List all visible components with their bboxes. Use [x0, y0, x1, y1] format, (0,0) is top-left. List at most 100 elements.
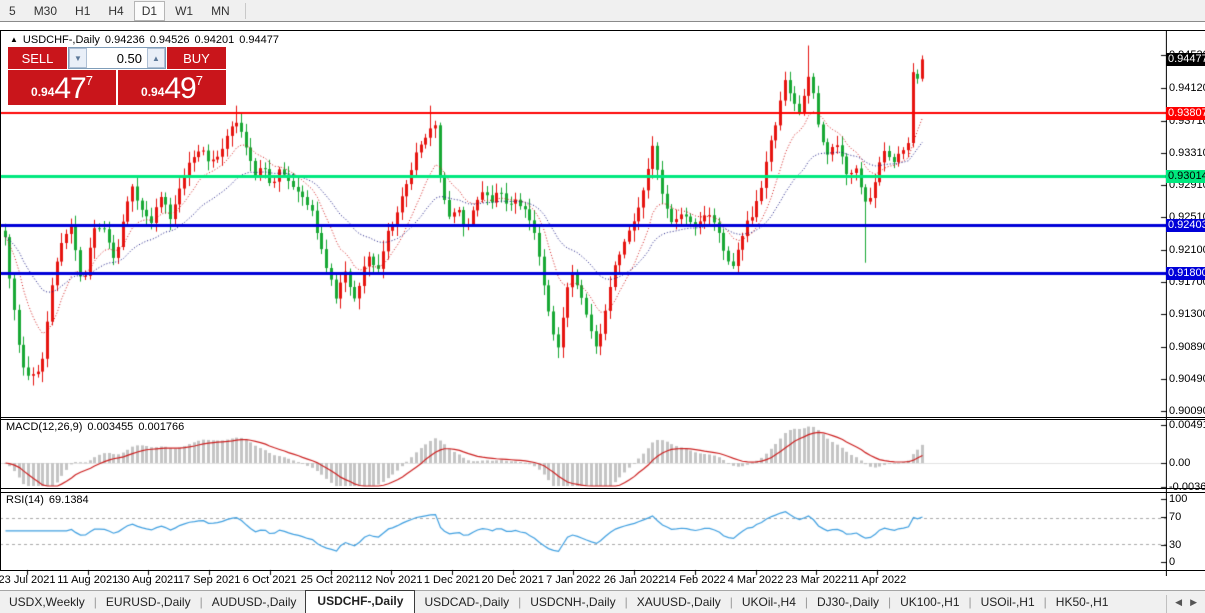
chart-title: ▲ USDCHF-,Daily 0.94236 0.94526 0.94201 … [10, 34, 279, 46]
date-label: 7 Jan 2022 [546, 574, 601, 586]
tab-usdchf-daily[interactable]: USDCHF-,Daily [305, 590, 416, 613]
chart-tab-bar: USDX,Weekly | EURUSD-,Daily | AUDUSD-,Daily U… [0, 590, 1205, 613]
tab-separator: | [804, 595, 808, 609]
date-label: 11 Aug 2021 [57, 574, 119, 586]
date-label: 6 Oct 2021 [242, 574, 297, 586]
tab-dj30-daily[interactable]: DJ30-,Daily [817, 595, 880, 609]
buy-price-big: 49 [164, 72, 196, 105]
timeframe-button-d1[interactable]: D1 [133, 0, 166, 21]
ohlc-high: 0.94526 [149, 34, 190, 46]
date-axis: 23 Jul 2021 11 Aug 2021 30 Aug 2021 17 Sep … [0, 571, 1205, 590]
tab-separator: | [888, 595, 892, 609]
sell-button[interactable]: SELL [8, 47, 67, 69]
ohlc-low: 0.94201 [194, 34, 235, 46]
date-label: 30 Aug 2021 [117, 574, 180, 586]
trade-panel-top-row: SELL ▼ ▲ BUY [8, 47, 226, 69]
indicator-axis-label: 100 [1169, 493, 1188, 505]
volume-input[interactable] [87, 48, 147, 68]
date-label: 26 Jan 2022 [603, 574, 665, 586]
timeframe-button-h4[interactable]: H4 [108, 3, 124, 18]
buy-price-box[interactable]: 0.94 49 7 [118, 70, 226, 105]
tab-usdcnh-daily[interactable]: USDCNH-,Daily [530, 595, 616, 609]
main-panel-bottom-border [0, 417, 1205, 418]
tab-separator: | [729, 595, 733, 609]
sell-price-big: 47 [54, 72, 86, 105]
rsi-value: 69.1384 [48, 494, 89, 506]
level-price-label: 0.92403 [1166, 219, 1205, 233]
tab-hk50-h1[interactable]: HK50-,H1 [1055, 595, 1109, 609]
symbol-marker-icon: ▲ [10, 34, 18, 44]
tab-usdx-weekly[interactable]: USDX,Weekly [9, 595, 85, 609]
chart-canvas[interactable] [0, 30, 1167, 576]
sell-price-sup: 7 [85, 73, 93, 88]
timeframe-toolbar: 5 M30 H1 H4 D1 W1 MN [0, 0, 1205, 22]
rsi-panel-bottom-border [0, 570, 1205, 571]
price-tick-label: 0.91300 [1169, 308, 1205, 321]
volume-spinner: ▼ ▲ [68, 47, 166, 69]
macd-value-signal: 0.001766 [138, 421, 185, 433]
level-price-label: 0.91800 [1166, 267, 1205, 281]
ohlc-open: 0.94236 [104, 34, 145, 46]
price-tick-label: 0.90090 [1169, 405, 1205, 417]
tab-scroll-left-icon[interactable]: ◀ [1175, 597, 1183, 607]
indicator-axis-label: 0.004913 [1169, 419, 1205, 431]
date-label: 25 Oct 2021 [300, 574, 361, 586]
chart-frame-top [0, 30, 1205, 31]
timeframe-button-mn[interactable]: MN [211, 3, 230, 18]
tab-scroll-controls: ◀ ▶ [1166, 595, 1205, 613]
toolbar-separator [244, 2, 246, 19]
tab-separator: | [518, 595, 522, 609]
price-tick-label: 0.92100 [1169, 243, 1205, 256]
date-label: 14 Feb 2022 [663, 574, 726, 586]
date-label: 23 Jul 2021 [0, 574, 56, 586]
rsi-name: RSI(14) [6, 494, 44, 506]
tab-audusd-daily[interactable]: AUDUSD-,Daily [211, 595, 297, 609]
tab-separator: | [968, 595, 972, 609]
indicator-axis-label: 30 [1169, 539, 1182, 551]
spinner-down-icon: ▼ [74, 53, 82, 63]
indicator-axis-label: 0.00 [1169, 457, 1191, 469]
buy-button[interactable]: BUY [167, 47, 226, 69]
price-tick-label: 0.94120 [1169, 82, 1205, 94]
volume-increase-button[interactable]: ▲ [147, 48, 165, 68]
date-label: 17 Sep 2021 [177, 574, 241, 586]
date-label: 11 Apr 2022 [847, 574, 907, 586]
tab-uk100-h1[interactable]: UK100-,H1 [900, 595, 960, 609]
tab-separator: | [624, 595, 628, 609]
price-tick-label: 0.90890 [1169, 340, 1205, 353]
tab-ukoil-h4[interactable]: UKOil-,H4 [741, 595, 796, 609]
date-label: 20 Dec 2021 [481, 574, 544, 586]
level-price-label: 0.93807 [1166, 106, 1205, 120]
level-price-label: 0.93014 [1166, 170, 1205, 184]
tab-usoil-h1[interactable]: USOil-,H1 [980, 595, 1035, 609]
indicator-axis-label: 0 [1169, 556, 1176, 568]
price-tick-label: 0.90490 [1169, 372, 1205, 385]
spinner-up-icon: ▲ [152, 53, 160, 63]
timeframe-button-w1[interactable]: W1 [175, 3, 194, 18]
buy-price-sup: 7 [195, 73, 203, 88]
tab-scroll-right-icon[interactable]: ▶ [1190, 597, 1197, 607]
sell-price-prefix: 0.94 [31, 85, 55, 99]
trade-panel-price-row: 0.94 47 7 0.94 49 7 [8, 70, 226, 105]
tab-separator: | [199, 595, 203, 609]
tab-separator: | [93, 595, 97, 609]
price-axis: 0.945300.941200.937100.933100.929100.925… [1166, 30, 1205, 576]
price-tick-label: 0.93310 [1169, 146, 1205, 159]
tab-xauusd-daily[interactable]: XAUUSD-,Daily [636, 595, 721, 609]
timeframe-button-5[interactable]: 5 [9, 3, 16, 18]
tab-usdcad-daily[interactable]: USDCAD-,Daily [424, 595, 510, 609]
symbol-timeframe-label: USDCHF-,Daily [22, 34, 100, 46]
timeframe-button-h1[interactable]: H1 [75, 3, 91, 18]
current-price-label: 0.94477 [1166, 52, 1205, 66]
date-label: 12 Nov 2021 [360, 574, 423, 586]
volume-decrease-button[interactable]: ▼ [69, 48, 87, 68]
rsi-title: RSI(14) 69.1384 [6, 494, 89, 506]
tab-separator: | [1043, 595, 1047, 609]
timeframe-button-m30[interactable]: M30 [33, 3, 58, 18]
tab-eurusd-daily[interactable]: EURUSD-,Daily [105, 595, 191, 609]
indicator-axis-label: 70 [1169, 511, 1182, 523]
sell-price-box[interactable]: 0.94 47 7 [8, 70, 116, 105]
